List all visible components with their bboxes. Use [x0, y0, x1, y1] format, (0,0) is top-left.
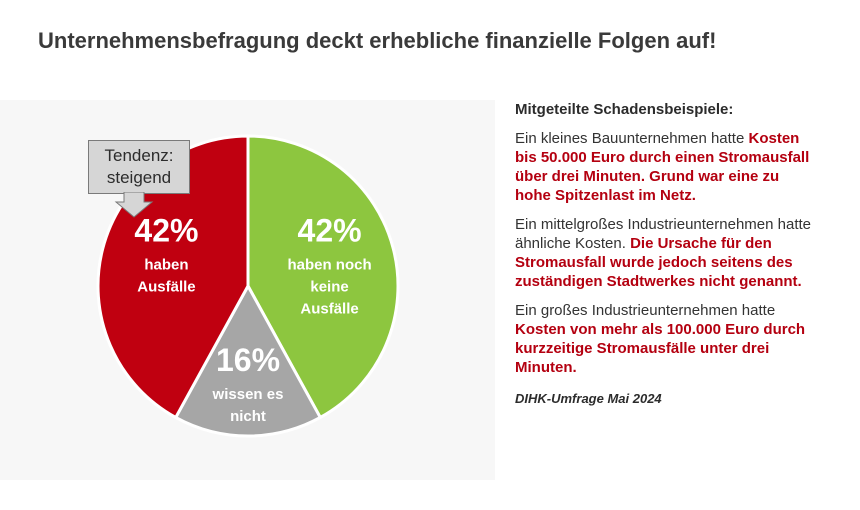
pie-slice	[246, 134, 400, 420]
slice-description-label: keine	[310, 279, 348, 296]
example-text: Ein kleines Bauunternehmen hatte	[515, 130, 749, 147]
slice-description-label: Ausfälle	[137, 279, 195, 296]
example-item: Ein kleines Bauunternehmen hatte Kosten …	[515, 129, 815, 205]
example-text: Ein mittelgroßes Industrieunternehmen ha…	[515, 216, 811, 252]
examples-panel: Mitgeteilte Schadensbeispiele: Ein klein…	[515, 100, 815, 408]
slice-description-label: nicht	[230, 408, 266, 425]
example-text: Ein großes Industrieunternehmen hatte	[515, 302, 776, 319]
slice-description-label: wissen es	[212, 386, 284, 403]
slice-percent-label: 42%	[134, 213, 198, 249]
page-title: Unternehmensbefragung deckt erhebliche f…	[38, 28, 717, 53]
examples-heading: Mitgeteilte Schadensbeispiele:	[515, 101, 734, 118]
example-item: Ein großes Industrieunternehmen hatte Ko…	[515, 301, 815, 377]
slice-percent-label: 16%	[216, 342, 280, 378]
pie-slice	[173, 282, 323, 438]
slice-description-label: haben	[144, 257, 188, 274]
example-item: Ein mittelgroßes Industrieunternehmen ha…	[515, 215, 815, 291]
trend-callout: Tendenz: steigend	[88, 140, 190, 218]
down-arrow-icon	[114, 192, 154, 218]
trend-callout-line1: Tendenz:	[104, 146, 174, 165]
slice-percent-label: 42%	[298, 213, 362, 249]
pie-chart: 42% haben noch keine Ausfälle 16% wissen es ni…	[96, 134, 400, 438]
example-highlight: Kosten bis 50.000 Euro durch einen Strom…	[515, 130, 810, 204]
example-highlight: Kosten von mehr als 100.000 Euro durch k…	[515, 321, 806, 376]
slice-description-label: Ausfälle	[300, 301, 358, 318]
example-highlight: Die Ursache für den Stromausfall wurde j…	[515, 235, 802, 290]
trend-callout-line2: steigend	[106, 168, 172, 187]
slice-description-label: haben noch	[287, 257, 371, 274]
source-note: DIHK-Umfrage Mai 2024	[515, 391, 662, 406]
trend-callout-box: Tendenz: steigend	[88, 140, 190, 194]
